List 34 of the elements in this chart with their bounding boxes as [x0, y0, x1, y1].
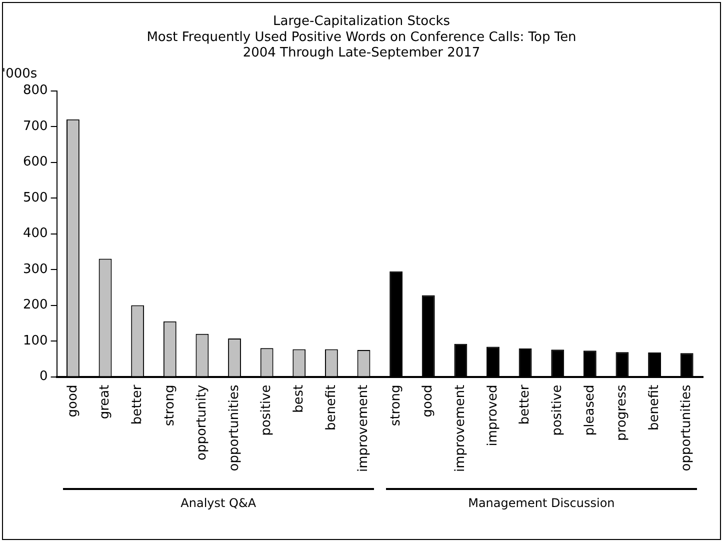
y-tick-label: 200 [22, 298, 48, 313]
chart-title: Large-Capitalization Stocks [272, 14, 450, 30]
y-tick-label: 100 [22, 333, 48, 348]
y-tick-label: 700 [22, 118, 48, 134]
text: Management Discussion [386, 488, 697, 510]
x-tick-label: strong [388, 384, 404, 426]
x-tick-label: progress [614, 384, 630, 441]
chart-subtitle: Most Frequently Used Positive Words on Conference Calls: Top Ten 2004 Through Late-September 2017 [146, 30, 576, 60]
x-tick-label: good [65, 384, 80, 418]
x-tick-label: opportunities [679, 384, 694, 472]
x-tick-label: improvement [356, 384, 372, 472]
x-tick-label: strong [162, 384, 178, 426]
x-tick-label: better [130, 384, 145, 425]
x-tick-label: benefit [646, 384, 662, 431]
x-tick-label: positive [259, 384, 274, 436]
x-tick-label: opportunity [194, 384, 210, 461]
y-tick-label: 600 [22, 154, 48, 170]
x-tick-label: improvement [453, 384, 468, 472]
x-tick-label: better [518, 384, 533, 425]
y-tick-label: 0 [40, 369, 48, 384]
x-tick-label: pleased [582, 384, 598, 436]
x-tick-label: best [292, 384, 307, 413]
y-tick-label: 500 [22, 190, 48, 206]
x-tick-label: opportunities [226, 384, 242, 472]
y-tick-label: 300 [22, 262, 48, 277]
x-tick-label: great [98, 384, 113, 420]
x-tick-label: positive [550, 384, 565, 436]
text: Analyst Q&A [62, 488, 374, 510]
y-tick-label: 400 [22, 226, 48, 242]
x-tick-label: good [420, 384, 436, 418]
x-tick-label: benefit [324, 384, 339, 431]
y-axis-title: '000s [2, 66, 38, 82]
x-tick-label: improved [485, 384, 500, 446]
y-tick-label: 800 [22, 83, 48, 98]
